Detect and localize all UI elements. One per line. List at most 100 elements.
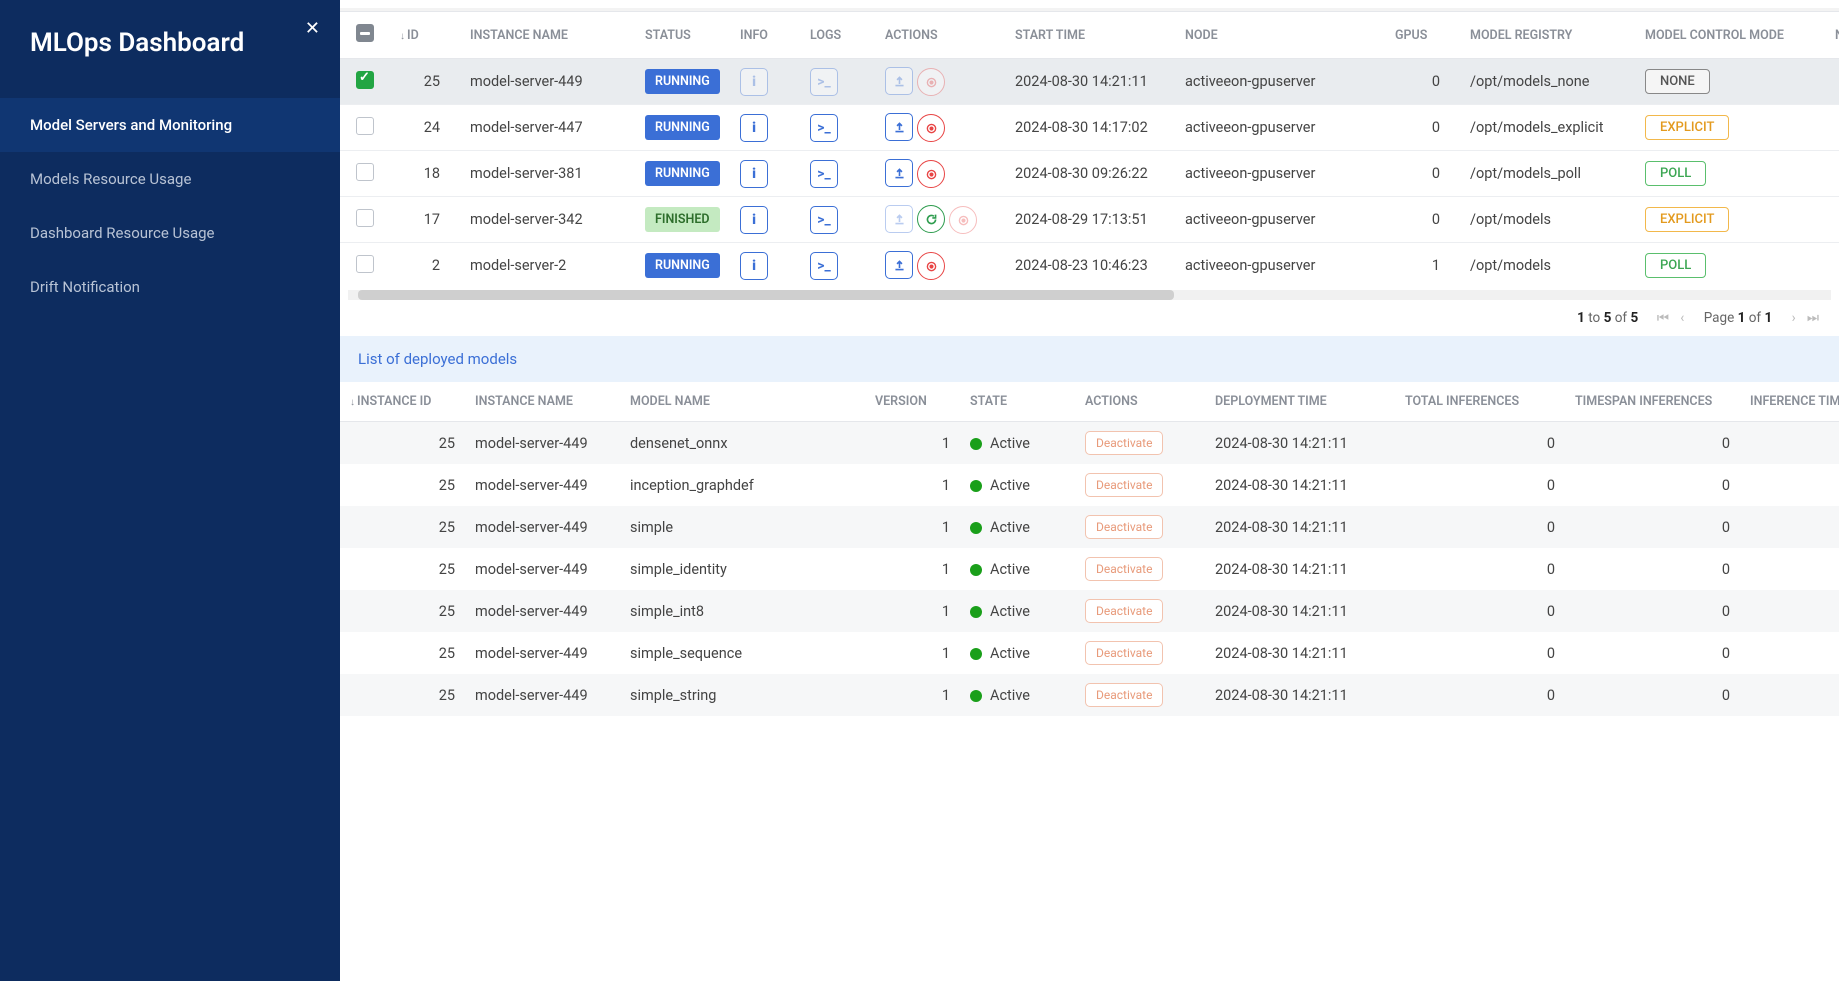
table-row[interactable]: 18model-server-381RUNNINGi>_2024-08-30 0… xyxy=(340,151,1839,197)
instance-name: model-server-449 xyxy=(465,632,620,674)
servers-col-header[interactable]: NODE xyxy=(1175,12,1385,59)
status-badge: RUNNING xyxy=(645,115,720,140)
row-checkbox[interactable] xyxy=(356,163,374,181)
servers-col-header[interactable]: MODEL CONTROL MODE xyxy=(1635,12,1825,59)
model-state: Active xyxy=(960,632,1075,674)
servers-col-header[interactable]: ↓ID xyxy=(390,12,460,59)
servers-col-header[interactable]: NB MODELS xyxy=(1825,12,1839,59)
models-table-wrap: ↓INSTANCE IDINSTANCE NAMEMODEL NAMEVERSI… xyxy=(340,382,1839,716)
deactivate-button[interactable]: Deactivate xyxy=(1085,599,1163,623)
start-time: 2024-08-30 14:21:11 xyxy=(1005,59,1175,105)
table-row[interactable]: 25model-server-449densenet_onnx1ActiveDe… xyxy=(340,422,1839,465)
timespan-inferences: 0 xyxy=(1565,464,1740,506)
info-icon[interactable]: i xyxy=(740,160,768,188)
row-checkbox[interactable] xyxy=(356,255,374,273)
deactivate-button[interactable]: Deactivate xyxy=(1085,431,1163,455)
table-row[interactable]: 2model-server-2RUNNINGi>_2024-08-23 10:4… xyxy=(340,243,1839,289)
page-prev-icon[interactable]: ‹ xyxy=(1674,310,1690,326)
model-name: simple_string xyxy=(620,674,865,716)
deploy-time: 2024-08-30 14:21:11 xyxy=(1205,548,1395,590)
servers-col-header[interactable]: START TIME xyxy=(1005,12,1175,59)
horizontal-scrollbar[interactable] xyxy=(348,290,1831,300)
sidebar-item[interactable]: Drift Notification xyxy=(0,260,340,314)
page-word: Page xyxy=(1704,310,1735,326)
page-to: 5 xyxy=(1604,310,1612,326)
models-col-header[interactable]: DEPLOYMENT TIME xyxy=(1205,382,1395,422)
models-col-header[interactable]: ACTIONS xyxy=(1075,382,1205,422)
upload-icon[interactable] xyxy=(885,251,913,279)
terminal-icon[interactable]: >_ xyxy=(810,252,838,280)
table-row[interactable]: 25model-server-449simple1ActiveDeactivat… xyxy=(340,506,1839,548)
deactivate-button[interactable]: Deactivate xyxy=(1085,641,1163,665)
servers-col-header[interactable]: STATUS xyxy=(635,12,730,59)
stop-icon[interactable] xyxy=(917,252,945,280)
deactivate-button[interactable]: Deactivate xyxy=(1085,557,1163,581)
models-col-header[interactable]: ↓INSTANCE ID xyxy=(340,382,465,422)
info-icon[interactable]: i xyxy=(740,252,768,280)
servers-col-header[interactable]: INSTANCE NAME xyxy=(460,12,635,59)
close-icon[interactable]: ✕ xyxy=(305,18,320,39)
model-version: 1 xyxy=(865,464,960,506)
terminal-icon[interactable]: >_ xyxy=(810,206,838,234)
info-icon[interactable]: i xyxy=(740,206,768,234)
table-row[interactable]: 25model-server-449simple_identity1Active… xyxy=(340,548,1839,590)
instance-id: 25 xyxy=(340,674,465,716)
stop-icon[interactable] xyxy=(917,68,945,96)
info-icon[interactable]: i xyxy=(740,114,768,142)
active-dot-icon xyxy=(970,480,982,492)
upload-icon[interactable] xyxy=(885,113,913,141)
table-row[interactable]: 25model-server-449simple_sequence1Active… xyxy=(340,632,1839,674)
servers-col-header[interactable]: MODEL REGISTRY xyxy=(1460,12,1635,59)
sidebar-item[interactable]: Model Servers and Monitoring xyxy=(0,98,340,152)
terminal-icon[interactable]: >_ xyxy=(810,160,838,188)
mode-badge: POLL xyxy=(1645,253,1706,278)
servers-col-header[interactable] xyxy=(340,12,390,59)
sidebar-item[interactable]: Models Resource Usage xyxy=(0,152,340,206)
terminal-icon[interactable]: >_ xyxy=(810,114,838,142)
page-of-word: of xyxy=(1615,310,1631,326)
select-all-checkbox[interactable] xyxy=(356,24,374,42)
scrollbar-thumb[interactable] xyxy=(358,290,1174,300)
models-col-header[interactable]: TOTAL INFERENCES xyxy=(1395,382,1565,422)
table-row[interactable]: 25model-server-449simple_string1ActiveDe… xyxy=(340,674,1839,716)
page-total2: 1 xyxy=(1764,310,1772,326)
servers-table: ↓IDINSTANCE NAMESTATUSINFOLOGSACTIONSSTA… xyxy=(340,12,1839,288)
table-row[interactable]: 25model-server-449RUNNINGi>_2024-08-30 1… xyxy=(340,59,1839,105)
upload-icon[interactable] xyxy=(885,159,913,187)
row-checkbox[interactable] xyxy=(356,209,374,227)
table-row[interactable]: 24model-server-447RUNNINGi>_2024-08-30 1… xyxy=(340,105,1839,151)
models-col-header[interactable]: INFERENCE TIME ( xyxy=(1740,382,1839,422)
deactivate-button[interactable]: Deactivate xyxy=(1085,683,1163,707)
total-inferences: 0 xyxy=(1395,590,1565,632)
row-checkbox[interactable] xyxy=(356,71,374,89)
models-col-header[interactable]: STATE xyxy=(960,382,1075,422)
servers-col-header[interactable]: LOGS xyxy=(800,12,875,59)
models-col-header[interactable]: VERSION xyxy=(865,382,960,422)
table-row[interactable]: 25model-server-449inception_graphdef1Act… xyxy=(340,464,1839,506)
gpu-count: 0 xyxy=(1385,59,1460,105)
servers-col-header[interactable]: INFO xyxy=(730,12,800,59)
models-col-header[interactable]: INSTANCE NAME xyxy=(465,382,620,422)
servers-col-header[interactable]: ACTIONS xyxy=(875,12,1005,59)
models-col-header[interactable]: TIMESPAN INFERENCES xyxy=(1565,382,1740,422)
deactivate-button[interactable]: Deactivate xyxy=(1085,473,1163,497)
stop-icon[interactable] xyxy=(917,114,945,142)
terminal-icon[interactable]: >_ xyxy=(810,68,838,96)
model-version: 1 xyxy=(865,548,960,590)
stop-icon[interactable] xyxy=(917,160,945,188)
servers-col-header[interactable]: GPUS xyxy=(1385,12,1460,59)
info-icon[interactable]: i xyxy=(740,68,768,96)
page-next-icon[interactable]: › xyxy=(1786,310,1802,326)
inference-time xyxy=(1740,464,1839,506)
page-last-icon[interactable]: ⏭ xyxy=(1805,310,1821,326)
row-checkbox[interactable] xyxy=(356,117,374,135)
table-row[interactable]: 25model-server-449simple_int81ActiveDeac… xyxy=(340,590,1839,632)
restart-icon[interactable] xyxy=(917,205,945,233)
models-col-header[interactable]: MODEL NAME xyxy=(620,382,865,422)
deactivate-button[interactable]: Deactivate xyxy=(1085,515,1163,539)
inference-time xyxy=(1740,422,1839,465)
upload-icon[interactable] xyxy=(885,67,913,95)
table-row[interactable]: 17model-server-342FINISHEDi>_2024-08-29 … xyxy=(340,197,1839,243)
sidebar-item[interactable]: Dashboard Resource Usage xyxy=(0,206,340,260)
page-first-icon[interactable]: ⏮ xyxy=(1655,310,1671,326)
